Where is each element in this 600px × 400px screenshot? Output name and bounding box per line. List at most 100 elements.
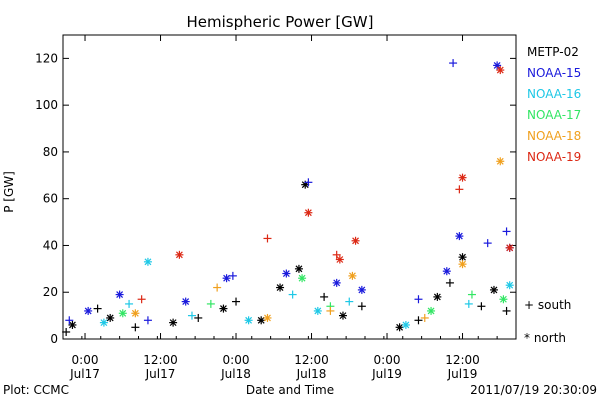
legend-item: NOAA-16: [527, 87, 581, 101]
south-point: [125, 299, 134, 308]
north-point: [348, 271, 357, 280]
south-point: [345, 297, 354, 306]
north-point: [395, 323, 404, 332]
south-point: [467, 290, 476, 299]
data-points: [62, 59, 514, 336]
south-point: [304, 178, 313, 187]
south-point: [502, 306, 511, 315]
south-point: [206, 299, 215, 308]
x-axis-label: Date and Time: [246, 383, 334, 397]
north-point: [499, 295, 508, 304]
footer-credit: Plot: CCMC: [3, 383, 69, 397]
y-axis-ticks: 0 20 40 60 80 100 120: [35, 51, 516, 346]
north-point: [276, 283, 285, 292]
legend-item: NOAA-19: [527, 150, 581, 164]
y-tick-label: 20: [43, 285, 58, 299]
north-point: [169, 318, 178, 327]
south-point: [414, 295, 423, 304]
north-point: [496, 157, 505, 166]
x-tick-time-label: 12:00: [294, 353, 329, 367]
south-point: [502, 227, 511, 236]
north-point: [505, 243, 514, 252]
south-point: [455, 185, 464, 194]
north-point: [118, 309, 127, 318]
south-point: [143, 316, 152, 325]
south-point: [263, 234, 272, 243]
north-point: [143, 257, 152, 266]
north-point: [455, 232, 464, 241]
north-point: [442, 267, 451, 276]
y-tick-label: 40: [43, 238, 58, 252]
south-point: [288, 290, 297, 299]
south-point: [445, 278, 454, 287]
x-tick-time-label: 12:00: [445, 353, 480, 367]
x-tick-date-label: Jul17: [69, 367, 100, 381]
south-point: [213, 283, 222, 292]
north-point: [351, 236, 360, 245]
north-point: [496, 66, 505, 75]
north-point: [263, 313, 272, 322]
y-tick-label: 0: [50, 332, 58, 346]
north-point: [427, 306, 436, 315]
south-point: [62, 327, 71, 336]
north-point: [458, 260, 467, 269]
south-point: [483, 239, 492, 248]
north-point: [493, 61, 502, 70]
x-tick-date-label: Jul19: [371, 367, 402, 381]
north-point: [84, 306, 93, 315]
north-point: [298, 274, 307, 283]
marker-key-item: + south: [524, 298, 571, 312]
south-point: [131, 323, 140, 332]
north-point: [335, 255, 344, 264]
x-tick-time-label: 0:00: [223, 353, 250, 367]
south-point: [137, 295, 146, 304]
north-point: [219, 304, 228, 313]
x-tick-date-label: Jul17: [145, 367, 176, 381]
north-point: [332, 278, 341, 287]
north-point: [505, 281, 514, 290]
y-axis-label: P [GW]: [2, 171, 16, 213]
marker-key-item: * north: [524, 331, 566, 345]
y-tick-label: 60: [43, 192, 58, 206]
north-point: [433, 292, 442, 301]
north-point: [131, 309, 140, 318]
south-point: [449, 59, 458, 68]
legend-item: NOAA-15: [527, 66, 581, 80]
chart-title: Hemispheric Power [GW]: [187, 13, 374, 31]
north-point: [68, 320, 77, 329]
south-point: [93, 304, 102, 313]
south-point: [65, 316, 74, 325]
marker-key: + south * north: [524, 298, 571, 345]
north-point: [338, 311, 347, 320]
plot-area-frame: [62, 34, 517, 340]
x-tick-time-label: 0:00: [72, 353, 99, 367]
y-tick-label: 100: [35, 98, 58, 112]
x-tick-time-label: 0:00: [374, 353, 401, 367]
x-tick-date-label: Jul18: [296, 367, 327, 381]
y-tick-label: 120: [35, 51, 58, 65]
legend-item: NOAA-17: [527, 108, 581, 122]
south-point: [326, 306, 335, 315]
north-point: [106, 313, 115, 322]
x-tick-date-label: Jul19: [447, 367, 478, 381]
south-point: [477, 302, 486, 311]
south-point: [464, 299, 473, 308]
south-point: [420, 313, 429, 322]
south-point: [357, 302, 366, 311]
north-point: [115, 290, 124, 299]
north-point: [313, 306, 322, 315]
north-point: [244, 316, 253, 325]
north-point: [357, 285, 366, 294]
north-point: [458, 173, 467, 182]
x-axis-ticks: 0:00Jul1712:00Jul170:00Jul1812:00Jul180:…: [69, 35, 498, 381]
north-point: [401, 320, 410, 329]
north-point: [175, 250, 184, 259]
legend-item: NOAA-18: [527, 129, 581, 143]
south-point: [187, 311, 196, 320]
north-point: [222, 274, 231, 283]
footer-timestamp: 2011/07/19 20:30:09: [470, 383, 597, 397]
x-tick-date-label: Jul18: [220, 367, 251, 381]
south-point: [320, 292, 329, 301]
south-point: [194, 313, 203, 322]
